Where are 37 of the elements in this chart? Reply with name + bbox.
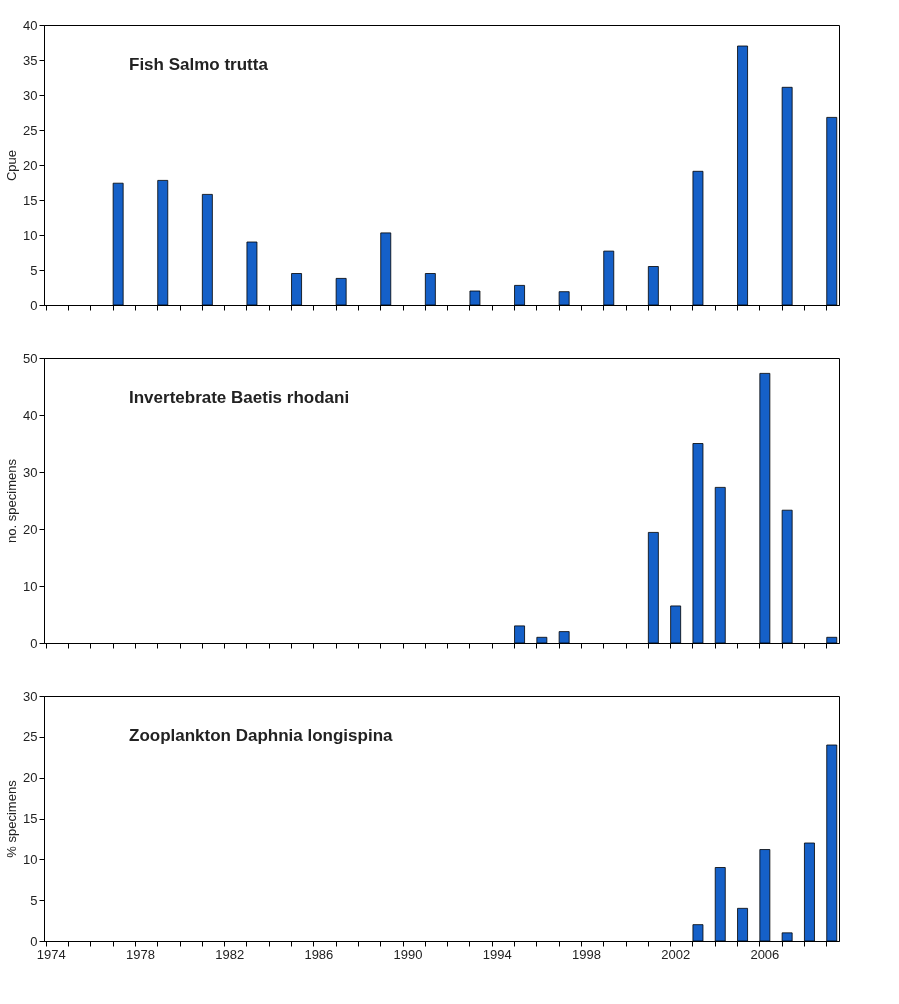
y-tick-label: 25 [23, 122, 38, 138]
x-tick-label: 2002 [661, 946, 691, 962]
y-tick-label: 10 [23, 851, 38, 867]
y-axis-title: % specimens [4, 779, 20, 858]
y-tick-label: 0 [30, 635, 38, 651]
y-tick-label: 15 [23, 192, 38, 208]
y-tick-label: 25 [23, 729, 38, 745]
y-tick-label: 20 [23, 521, 38, 537]
y-tick-label: 20 [23, 770, 38, 786]
y-tick-label: 15 [23, 811, 38, 826]
x-tick-label: 2006 [750, 946, 780, 962]
x-tick-label: 1994 [482, 946, 512, 962]
x-tick-label: 1986 [304, 946, 334, 962]
text: Fish Salmo trutta [129, 55, 269, 74]
y-tick-label: 0 [30, 933, 38, 949]
x-tick-label: 1974 [36, 946, 66, 962]
y-axis-title: no. specimens [4, 458, 20, 543]
y-tick-label: 50 [23, 350, 38, 366]
y-tick-label: 40 [23, 407, 38, 423]
y-tick-label: 10 [23, 227, 38, 243]
y-axis-title: Cpue [4, 149, 20, 182]
x-tick-label: 1998 [571, 946, 601, 962]
y-tick-label: 5 [30, 262, 38, 278]
y-tick-label: 35 [23, 52, 38, 68]
x-tick-label: 1990 [393, 946, 423, 962]
x-tick-label: 1982 [215, 946, 245, 962]
y-tick-label: 5 [30, 892, 38, 908]
y-tick-label: 20 [23, 157, 38, 173]
x-tick-label: 1978 [125, 946, 155, 962]
y-tick-label: 30 [23, 688, 38, 704]
text: Zooplankton Daphnia longispina [129, 726, 394, 745]
y-tick-label: 30 [23, 87, 38, 103]
y-tick-label: 0 [30, 297, 38, 313]
y-tick-label: 30 [23, 464, 38, 480]
text: Invertebrate Baetis rhodani [129, 388, 350, 407]
y-tick-label: 10 [23, 578, 38, 594]
y-tick-label: 40 [23, 17, 38, 33]
